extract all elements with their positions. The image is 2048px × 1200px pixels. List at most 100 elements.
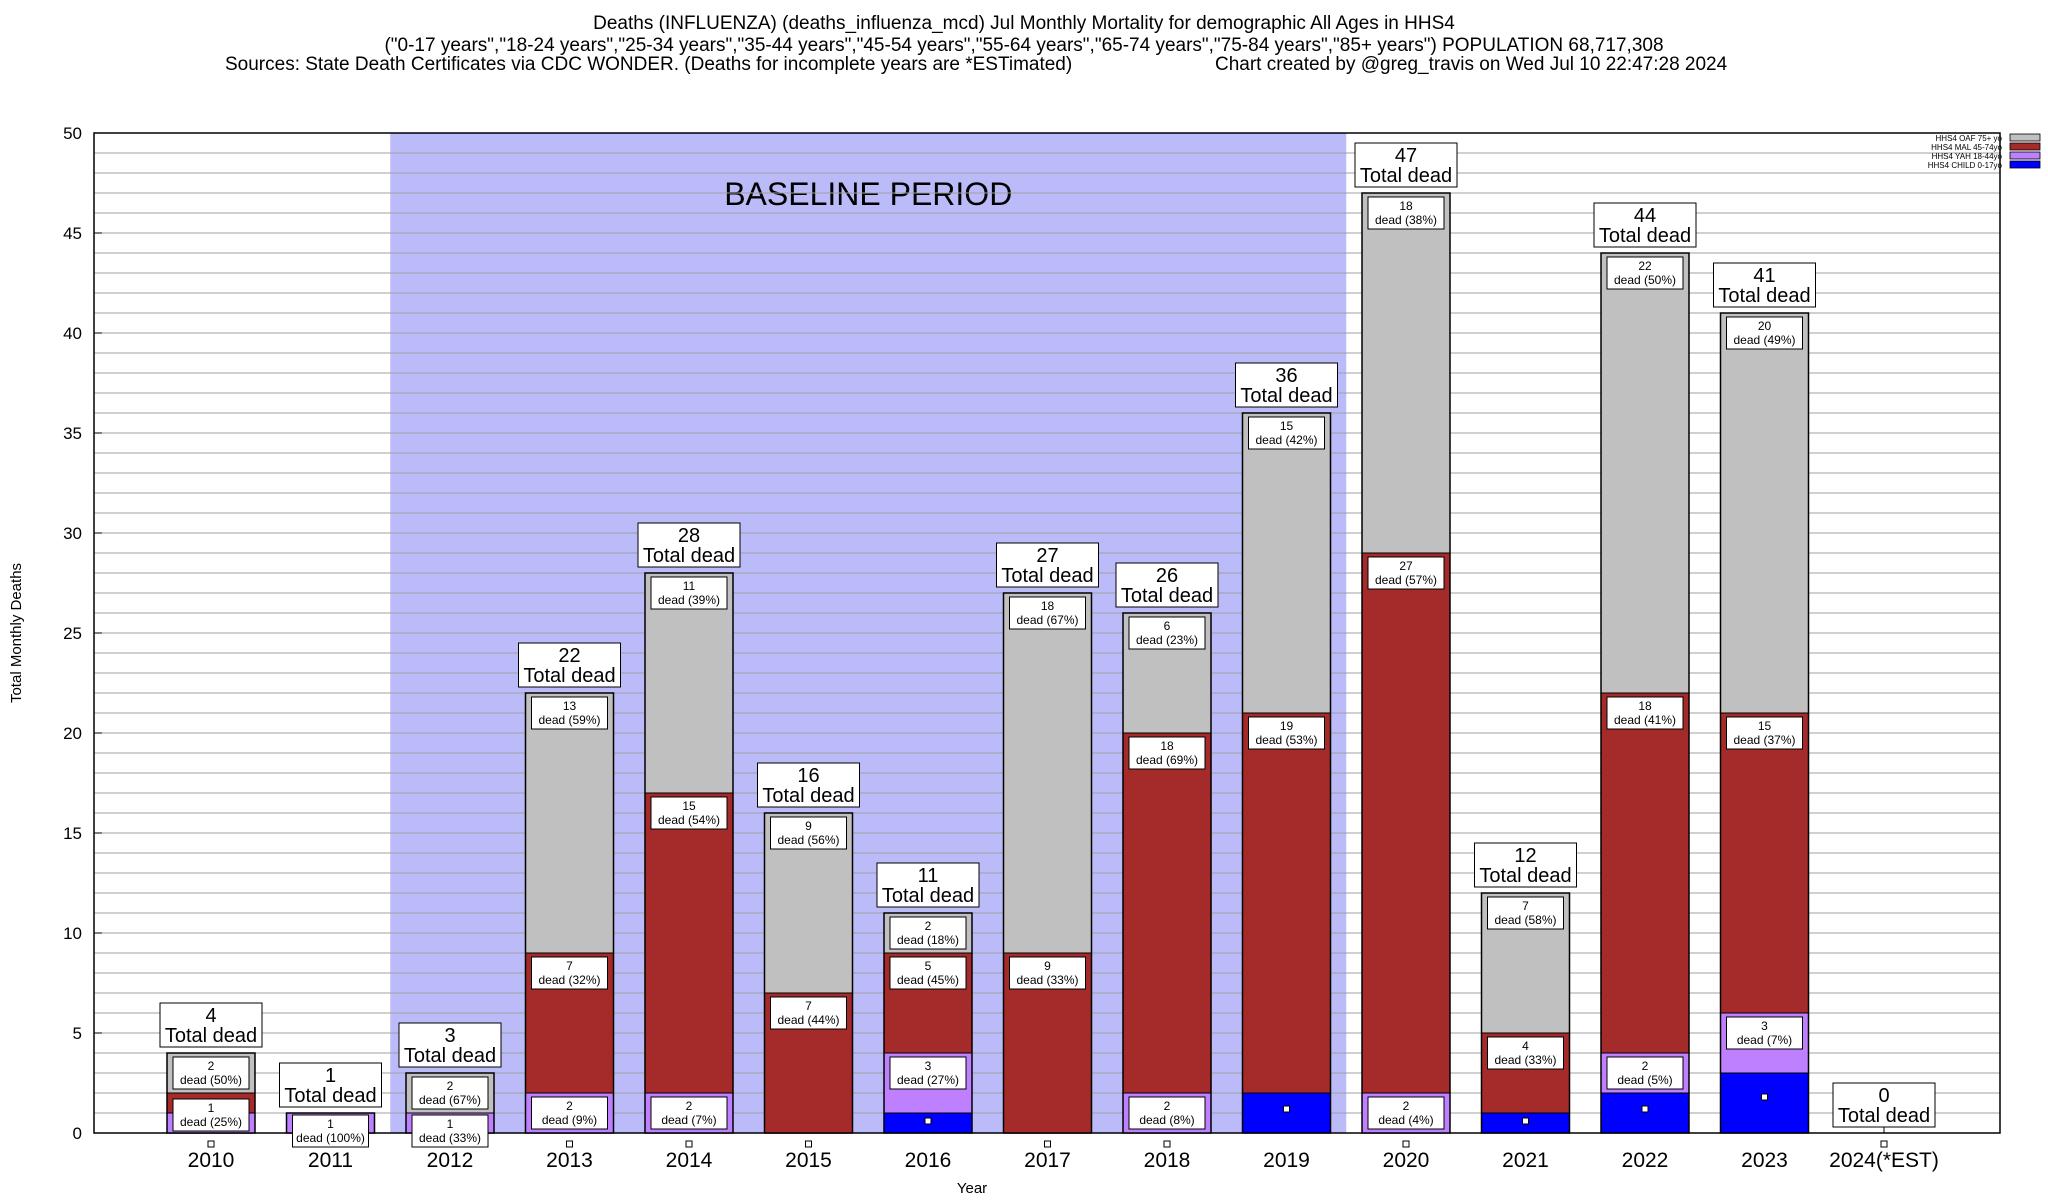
segment-label-value: 2 — [447, 1079, 454, 1093]
x-axis-title: Year — [957, 1180, 987, 1197]
segment-label-percent: dead (58%) — [1494, 913, 1556, 927]
total-label-box — [1474, 842, 1577, 888]
segment-label-percent: dead (57%) — [1375, 573, 1437, 587]
y-tick-label: 20 — [63, 724, 82, 743]
segment-label-percent: dead (49%) — [1733, 333, 1795, 347]
segment-label-percent: dead (4%) — [1378, 1113, 1433, 1127]
total-label-value: 3 — [444, 1025, 455, 1047]
segment-label-value: 18 — [1638, 699, 1652, 713]
total-label-box — [159, 1002, 263, 1048]
total-label-box — [1832, 1082, 1936, 1128]
segment-label-box — [411, 1076, 489, 1110]
segment-label-box — [889, 1056, 967, 1090]
segment-label-box — [531, 956, 608, 990]
segment-label-percent: dead (9%) — [542, 1113, 597, 1127]
segment-label-box — [1726, 716, 1803, 750]
segment-label-value: 1 — [447, 1117, 454, 1131]
total-label-value: 16 — [797, 765, 819, 787]
total-label-value: 1 — [325, 1065, 336, 1087]
total-label-text: Total dead — [1240, 385, 1332, 407]
segment-label-value: 1 — [208, 1101, 215, 1115]
zero-marker — [685, 1140, 693, 1148]
bar-segment — [1720, 1072, 1809, 1134]
zero-marker — [207, 1140, 215, 1148]
segment-label-value: 9 — [805, 819, 812, 833]
total-label-value: 44 — [1634, 205, 1656, 227]
bar-segment — [1720, 712, 1809, 1014]
segment-label-value: 15 — [1758, 719, 1772, 733]
x-tick-label: 2024(*EST) — [1829, 1149, 1939, 1172]
baseline-period-label: BASELINE PERIOD — [724, 176, 1012, 212]
segment-label-percent: dead (56%) — [777, 833, 839, 847]
total-label-value: 27 — [1036, 545, 1058, 567]
y-tick-label: 15 — [63, 824, 82, 843]
segment-label-box — [650, 796, 728, 830]
legend-swatch — [2009, 160, 2041, 169]
zero-marker — [805, 1140, 812, 1148]
total-label-text: Total dead — [1121, 585, 1213, 607]
segment-label-percent: dead (100%) — [296, 1131, 365, 1145]
segment-label-percent: dead (38%) — [1375, 213, 1437, 227]
segment-label-box — [1009, 596, 1086, 630]
segment-label-box — [650, 576, 728, 610]
child-marker — [1761, 1093, 1768, 1101]
total-label-box — [1593, 202, 1697, 248]
chart-title: Deaths (INFLUENZA) (deaths_influenza_mcd… — [593, 13, 1455, 34]
y-tick-label: 40 — [63, 324, 82, 343]
y-tick-label: 50 — [63, 124, 82, 143]
segment-label-value: 2 — [686, 1099, 693, 1113]
legend-label: HHS4 CHILD 0-17yo — [1928, 161, 2003, 170]
y-tick-label: 45 — [63, 224, 82, 243]
chart-subtitle-age-groups: ("0-17 years","18-24 years","25-34 years… — [384, 35, 1664, 56]
segment-label-value: 7 — [566, 959, 573, 973]
zero-marker — [1402, 1140, 1410, 1148]
x-tick-label: 2013 — [546, 1149, 593, 1172]
segment-label-percent: dead (27%) — [897, 1073, 959, 1087]
segment-label-box — [650, 1096, 728, 1130]
segment-label-value: 15 — [1280, 419, 1294, 433]
bar-segment — [1720, 312, 1809, 714]
bar-segment — [1600, 252, 1690, 694]
x-tick-label: 2018 — [1144, 1149, 1191, 1172]
segment-label-percent: dead (33%) — [419, 1131, 481, 1145]
child-marker — [1641, 1105, 1649, 1113]
segment-label-value: 7 — [1522, 899, 1529, 913]
segment-label-percent: dead (25%) — [180, 1115, 242, 1129]
bar-outline — [883, 912, 973, 1134]
segment-label-box — [770, 816, 847, 850]
total-label-text: Total dead — [1599, 225, 1691, 247]
total-label-value: 0 — [1878, 1085, 1889, 1107]
segment-label-percent: dead (42%) — [1255, 433, 1317, 447]
segment-label-percent: dead (41%) — [1614, 713, 1676, 727]
total-label-text: Total dead — [762, 785, 854, 807]
bar-outline — [166, 1052, 256, 1134]
x-tick-label: 2020 — [1383, 1149, 1430, 1172]
segment-label-percent: dead (44%) — [777, 1013, 839, 1027]
child-marker — [924, 1117, 932, 1125]
legend-label: HHS4 MAL 45-74yo — [1931, 143, 2002, 152]
total-label-value: 22 — [558, 645, 580, 667]
segment-label-box — [1009, 956, 1086, 990]
bar-outline — [1122, 612, 1212, 1134]
total-label-value: 4 — [205, 1005, 216, 1027]
legend-label: HHS4 OAF 75+ yo — [1936, 134, 2003, 143]
segment-label-percent: dead (37%) — [1733, 733, 1795, 747]
segment-label-percent: dead (50%) — [180, 1073, 242, 1087]
legend-swatch — [2009, 151, 2041, 160]
segment-label-box — [292, 1114, 369, 1148]
child-marker — [1283, 1105, 1290, 1113]
bar-segment — [644, 572, 734, 794]
segment-label-value: 18 — [1399, 199, 1413, 213]
segment-label-percent: dead (33%) — [1494, 1053, 1556, 1067]
total-label-text: Total dead — [404, 1045, 496, 1067]
segment-label-value: 18 — [1160, 739, 1174, 753]
total-label-box — [398, 1022, 502, 1068]
total-label-text: Total dead — [643, 545, 735, 567]
segment-label-box — [1128, 736, 1206, 770]
total-label-box — [637, 522, 741, 568]
segment-label-percent: dead (7%) — [661, 1113, 716, 1127]
segment-label-box — [1726, 1016, 1803, 1050]
total-label-text: Total dead — [165, 1025, 257, 1047]
segment-label-percent: dead (45%) — [897, 973, 959, 987]
